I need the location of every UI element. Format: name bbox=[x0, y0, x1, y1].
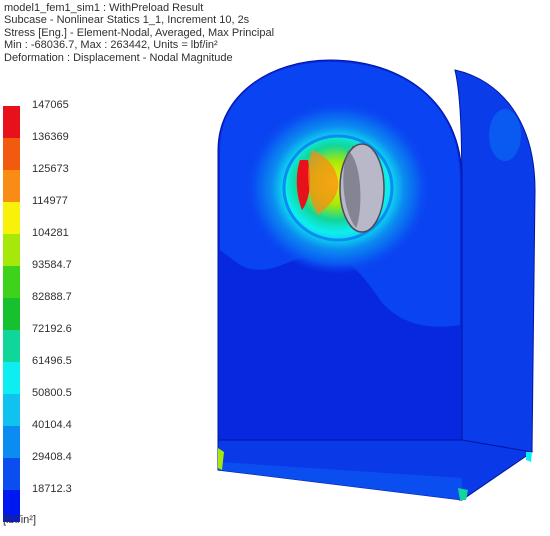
subcase-line: Subcase - Nonlinear Statics 1_1, Increme… bbox=[4, 14, 250, 27]
stress-orange-band bbox=[308, 150, 339, 215]
legend-tick: 136369 bbox=[32, 131, 69, 143]
legend-swatch bbox=[3, 266, 20, 298]
corner-hotspot-right bbox=[526, 452, 532, 462]
legend-swatch bbox=[3, 170, 20, 202]
legend-swatch bbox=[3, 458, 20, 490]
legend-tick: 147065 bbox=[32, 99, 69, 111]
legend-swatch bbox=[3, 394, 20, 426]
corner-hotspot-bottom bbox=[458, 488, 468, 500]
legend-swatch bbox=[3, 298, 20, 330]
legend-tick: 104281 bbox=[32, 227, 69, 239]
legend-tick: 114977 bbox=[32, 195, 68, 207]
stress-line: Stress [Eng.] - Element-Nodal, Averaged,… bbox=[4, 26, 275, 39]
legend-swatch bbox=[3, 202, 20, 234]
result-header: model1_fem1_sim1 : WithPreload Result Su… bbox=[4, 2, 274, 64]
corner-hotspot-left bbox=[218, 448, 224, 470]
model-bottom-face bbox=[218, 462, 462, 500]
legend-tick: 18712.3 bbox=[32, 483, 72, 495]
stress-hotspot-left bbox=[296, 160, 310, 210]
legend-tick: 93584.7 bbox=[32, 259, 72, 271]
legend-swatch bbox=[3, 106, 20, 138]
legend-tick: 72192.6 bbox=[32, 323, 72, 335]
legend-swatch bbox=[3, 234, 20, 266]
legend-tick: 61496.5 bbox=[32, 355, 72, 367]
side-face-highlight bbox=[489, 109, 521, 161]
legend-swatch bbox=[3, 138, 20, 170]
min-max-line: Min : -68036.7, Max : 263442, Units = lb… bbox=[4, 39, 218, 52]
legend-swatch bbox=[3, 362, 20, 394]
legend-tick: 125673 bbox=[32, 163, 69, 175]
legend-tick: 50800.5 bbox=[32, 387, 72, 399]
deformation-line: Deformation : Displacement - Nodal Magni… bbox=[4, 51, 233, 64]
bore-hole-shadow bbox=[343, 150, 361, 228]
legend-tick: 29408.4 bbox=[32, 451, 72, 463]
legend-swatch bbox=[3, 426, 20, 458]
legend-tick: 82888.7 bbox=[32, 291, 72, 303]
legend-swatch bbox=[3, 490, 20, 522]
legend-swatch bbox=[3, 330, 20, 362]
legend-units: [lbf/in²] bbox=[3, 514, 37, 526]
model-title: model1_fem1_sim1 : WithPreload Result bbox=[4, 2, 204, 14]
legend-tick: 40104.4 bbox=[32, 419, 72, 431]
